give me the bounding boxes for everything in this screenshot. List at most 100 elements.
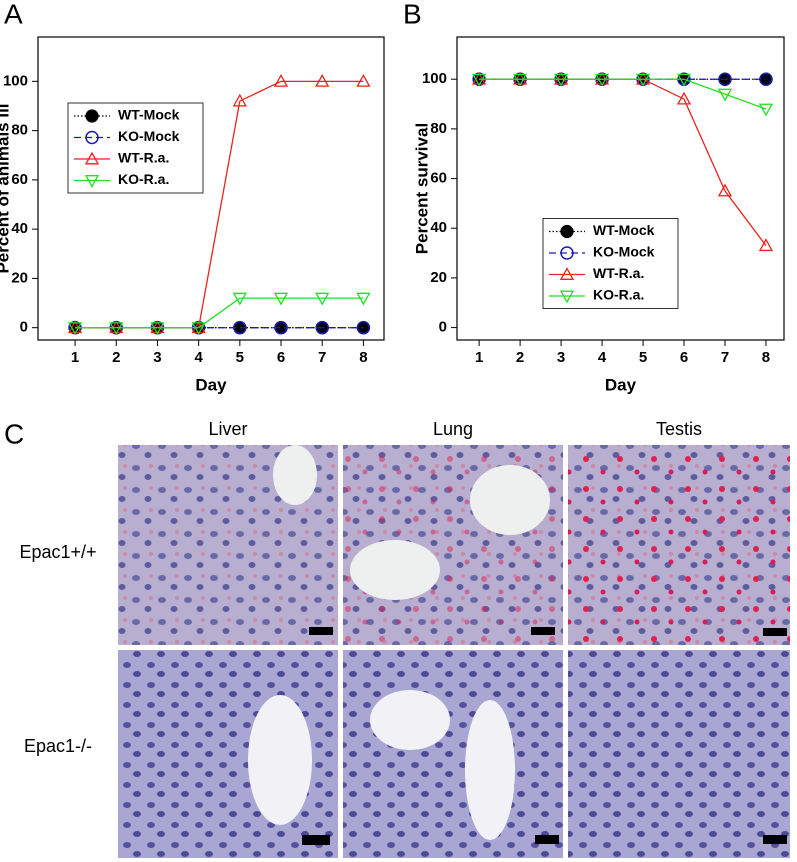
marker bbox=[67, 322, 83, 336]
legend-label: KO-Mock bbox=[118, 128, 180, 144]
panel-label: A bbox=[4, 0, 23, 29]
column-header: Testis bbox=[656, 419, 702, 439]
legend-label: WT-Mock bbox=[118, 107, 180, 123]
x-tick-label: 2 bbox=[112, 349, 120, 366]
row-header: Epac1+/+ bbox=[19, 542, 96, 562]
x-tick-label: 5 bbox=[236, 349, 244, 366]
y-tick-label: 0 bbox=[20, 319, 28, 336]
vessel bbox=[273, 445, 317, 505]
y-tick-label: 0 bbox=[439, 319, 447, 336]
marker bbox=[759, 72, 773, 86]
legend-label: KO-Mock bbox=[593, 244, 655, 260]
legend-label: WT-R.a. bbox=[593, 265, 644, 281]
row-header: Epac1-/- bbox=[24, 736, 92, 756]
legend-label: WT-Mock bbox=[593, 222, 655, 238]
x-tick-label: 5 bbox=[639, 349, 647, 366]
panel-label: C bbox=[4, 418, 24, 449]
micrograph bbox=[343, 650, 563, 858]
x-tick-label: 8 bbox=[359, 349, 367, 366]
y-tick-label: 60 bbox=[11, 171, 28, 188]
marker bbox=[109, 322, 124, 336]
x-tick-label: 6 bbox=[277, 349, 285, 366]
marker bbox=[560, 224, 574, 239]
x-tick-label: 6 bbox=[680, 349, 688, 366]
marker bbox=[84, 175, 100, 188]
marker bbox=[232, 292, 247, 306]
airspace bbox=[470, 465, 550, 535]
marker bbox=[85, 130, 99, 145]
column-header: Lung bbox=[433, 419, 473, 439]
marker bbox=[559, 267, 575, 280]
legend-label: KO-R.a. bbox=[593, 287, 644, 303]
marker bbox=[150, 322, 165, 336]
marker bbox=[84, 151, 100, 165]
x-axis-label: Day bbox=[195, 375, 227, 394]
x-tick-label: 7 bbox=[318, 349, 326, 366]
marker bbox=[191, 322, 206, 336]
x-tick-label: 1 bbox=[71, 349, 79, 366]
y-tick-label: 60 bbox=[430, 170, 447, 187]
micrograph bbox=[568, 650, 790, 858]
marker bbox=[553, 73, 569, 87]
marker bbox=[635, 73, 651, 87]
y-tick-label: 80 bbox=[430, 120, 447, 137]
y-tick-label: 20 bbox=[11, 269, 28, 286]
marker bbox=[718, 72, 732, 86]
marker bbox=[717, 88, 733, 102]
marker bbox=[594, 73, 610, 87]
series-line bbox=[479, 78, 767, 110]
marker bbox=[273, 74, 289, 87]
y-tick-label: 40 bbox=[11, 220, 28, 237]
marker bbox=[315, 320, 329, 335]
legend-label: WT-R.a. bbox=[118, 150, 169, 166]
airspace bbox=[465, 700, 515, 840]
marker bbox=[513, 73, 528, 87]
stain bbox=[568, 445, 790, 645]
marker bbox=[758, 103, 774, 117]
y-tick-label: 100 bbox=[422, 70, 447, 87]
x-tick-label: 8 bbox=[762, 349, 770, 366]
plot-frame bbox=[456, 36, 785, 341]
marker bbox=[717, 183, 733, 197]
marker bbox=[356, 320, 371, 335]
y-axis-label: Percent survival bbox=[412, 123, 431, 254]
series-line bbox=[75, 297, 364, 329]
marker bbox=[559, 290, 575, 304]
x-tick-label: 2 bbox=[516, 349, 524, 366]
vessel bbox=[248, 695, 312, 825]
marker bbox=[356, 74, 371, 87]
marker bbox=[274, 320, 288, 335]
marker bbox=[676, 91, 692, 105]
marker bbox=[273, 292, 289, 306]
panel-label: B bbox=[403, 0, 422, 29]
y-axis-label: Percent of animals ill bbox=[0, 103, 12, 273]
x-tick-label: 1 bbox=[475, 349, 483, 366]
x-axis-label: Day bbox=[605, 375, 637, 394]
marker bbox=[233, 320, 247, 335]
y-tick-label: 20 bbox=[430, 269, 447, 286]
legend-label: KO-R.a. bbox=[118, 171, 169, 187]
x-tick-label: 3 bbox=[153, 349, 161, 366]
y-tick-label: 40 bbox=[430, 219, 447, 236]
x-tick-label: 3 bbox=[557, 349, 565, 366]
x-tick-label: 4 bbox=[194, 349, 203, 366]
marker bbox=[232, 93, 247, 107]
marker bbox=[85, 109, 99, 123]
marker bbox=[315, 292, 330, 306]
marker bbox=[560, 246, 574, 260]
plot-frame bbox=[37, 36, 385, 341]
y-tick-label: 80 bbox=[11, 122, 28, 139]
marker bbox=[758, 238, 774, 252]
marker bbox=[315, 74, 330, 87]
marker bbox=[472, 73, 487, 87]
y-tick-label: 100 bbox=[3, 72, 28, 89]
x-tick-label: 7 bbox=[721, 349, 729, 366]
airspace bbox=[370, 690, 450, 750]
marker bbox=[356, 292, 371, 306]
panel-c: C Liver Lung Testis Epac1+/+ Epac1-/- bbox=[4, 418, 790, 858]
x-tick-label: 4 bbox=[598, 349, 607, 366]
scale-bars bbox=[302, 627, 787, 845]
marker bbox=[676, 73, 692, 87]
column-header: Liver bbox=[208, 419, 247, 439]
airspace bbox=[350, 540, 440, 600]
